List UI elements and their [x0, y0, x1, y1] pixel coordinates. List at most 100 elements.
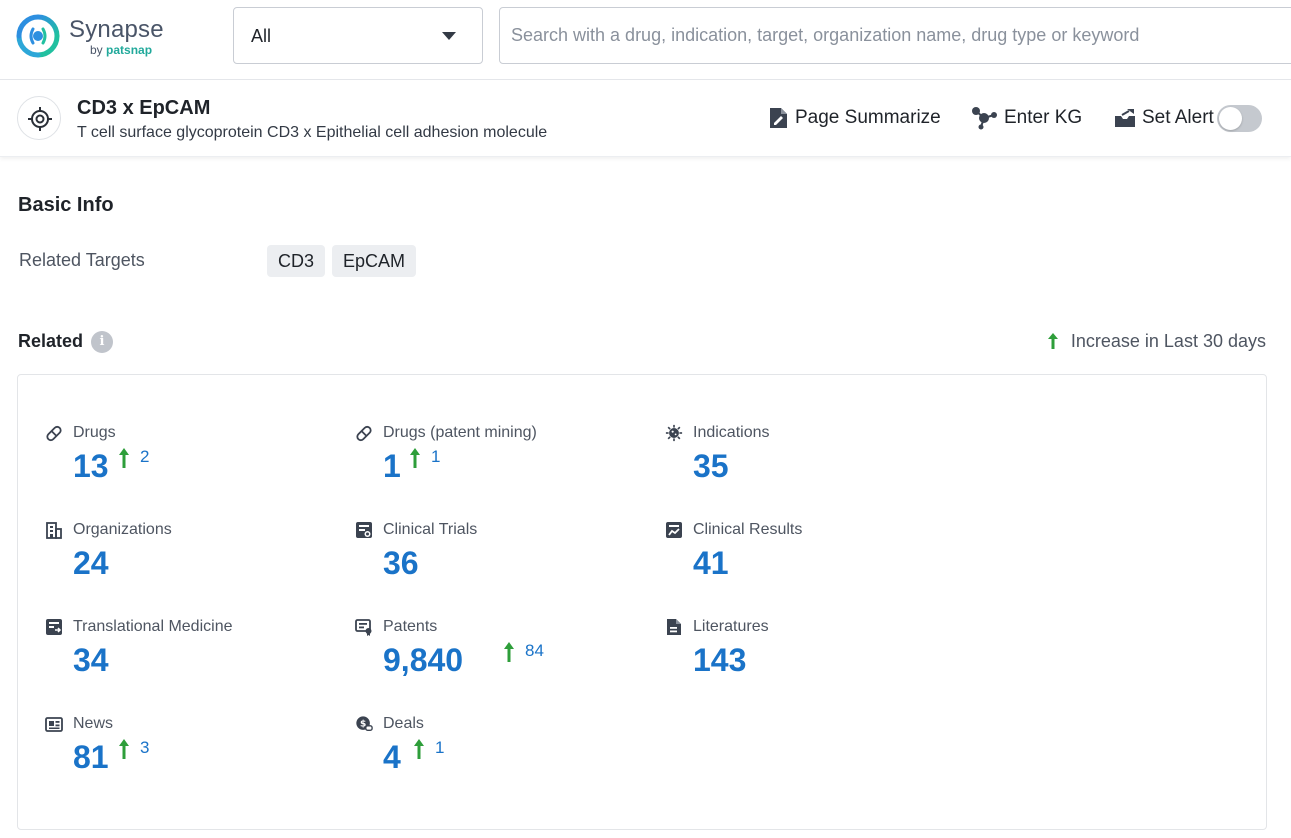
stat-news-increase[interactable]: 3: [118, 738, 149, 762]
brand-byline: by patsnap: [90, 43, 152, 57]
increase-arrow-icon: [118, 738, 130, 760]
alert-inbox-icon: [1114, 108, 1136, 128]
stat-organizations[interactable]: Organizations 24: [45, 520, 345, 590]
search-scope-select[interactable]: All: [233, 7, 483, 64]
stat-deals-increase-value: 1: [435, 738, 444, 758]
stat-patents-increase-value: 84: [525, 641, 544, 661]
stat-drugs-value[interactable]: 13: [73, 448, 109, 485]
virus-icon: [665, 424, 683, 442]
summarize-icon: [768, 107, 789, 129]
stat-translational-medicine-head: Translational Medicine: [45, 617, 232, 637]
enter-kg-button[interactable]: Enter KG: [970, 105, 1082, 131]
stat-translational-medicine-value[interactable]: 34: [73, 642, 109, 679]
stat-clinical-trials[interactable]: Clinical Trials 36: [355, 520, 655, 590]
stat-drugs[interactable]: Drugs 13 2: [45, 423, 345, 493]
set-alert-button[interactable]: Set Alert: [1114, 105, 1214, 131]
stat-clinical-results-head: Clinical Results: [665, 520, 802, 540]
entity-title: CD3 x EpCAM: [77, 97, 210, 120]
stat-patents-value[interactable]: 9,840: [383, 642, 463, 679]
stat-deals-head: $ Deals: [355, 714, 424, 734]
document-icon: [665, 618, 683, 636]
stat-translational-medicine[interactable]: Translational Medicine 34: [45, 617, 345, 687]
stat-deals[interactable]: $ Deals 4 1: [355, 714, 655, 784]
stat-deals-label: Deals: [383, 715, 424, 733]
stat-drugs-patent-mining-increase[interactable]: 1: [409, 447, 440, 471]
increase-legend-label: Increase in Last 30 days: [1071, 331, 1266, 352]
stat-clinical-trials-label: Clinical Trials: [383, 521, 477, 539]
deals-icon: $: [355, 715, 373, 733]
stat-translational-medicine-label: Translational Medicine: [73, 618, 232, 636]
stat-drugs-patent-mining-head: Drugs (patent mining): [355, 423, 537, 443]
stat-deals-value[interactable]: 4: [383, 739, 401, 776]
page-summarize-button[interactable]: Page Summarize: [768, 105, 941, 131]
stat-organizations-label: Organizations: [73, 521, 172, 539]
stat-news-label: News: [73, 715, 113, 733]
stat-patents-head: Patents: [355, 617, 437, 637]
search-box: [499, 7, 1291, 64]
increase-arrow-icon: [409, 447, 421, 469]
page-summarize-label: Page Summarize: [795, 107, 941, 129]
stat-indications-value[interactable]: 35: [693, 448, 729, 485]
basic-info-title: Basic Info: [18, 194, 114, 217]
brand-vendor: patsnap: [106, 43, 152, 57]
stat-news-increase-value: 3: [140, 738, 149, 758]
stat-patents-label: Patents: [383, 618, 437, 636]
stat-indications-head: Indications: [665, 423, 770, 443]
stat-indications-label: Indications: [693, 424, 770, 442]
clipboard-icon: [355, 521, 373, 539]
stat-literatures-value[interactable]: 143: [693, 642, 746, 679]
stat-patents-increase[interactable]: 84: [503, 641, 544, 665]
stat-literatures-label: Literatures: [693, 618, 769, 636]
info-icon[interactable]: i: [91, 331, 113, 353]
stat-drugs-patent-mining[interactable]: Drugs (patent mining) 1 1: [355, 423, 655, 493]
search-input[interactable]: [511, 8, 1271, 63]
translational-icon: [45, 618, 63, 636]
target-tag-cd3[interactable]: CD3: [267, 245, 325, 277]
stat-drugs-increase-value: 2: [140, 447, 149, 467]
entity-subtitle: T cell surface glycoprotein CD3 x Epithe…: [77, 124, 547, 142]
increase-arrow-icon: [413, 738, 425, 760]
stat-clinical-trials-head: Clinical Trials: [355, 520, 477, 540]
stat-drugs-patent-mining-label: Drugs (patent mining): [383, 424, 537, 442]
set-alert-toggle[interactable]: [1217, 105, 1262, 132]
increase-arrow-icon: [1047, 332, 1059, 350]
stat-drugs-patent-mining-increase-value: 1: [431, 447, 440, 467]
stat-drugs-increase[interactable]: 2: [118, 447, 149, 471]
stat-clinical-trials-value[interactable]: 36: [383, 545, 419, 582]
crosshair-icon: [28, 107, 52, 131]
stat-deals-increase[interactable]: 1: [413, 738, 444, 762]
increase-legend: Increase in Last 30 days: [1047, 330, 1266, 352]
search-scope-value: All: [251, 26, 271, 47]
results-icon: [665, 521, 683, 539]
knowledge-graph-icon: [970, 106, 998, 130]
top-header: Synapse by patsnap All: [0, 0, 1291, 80]
building-icon: [45, 521, 63, 539]
stat-news-value[interactable]: 81: [73, 739, 109, 776]
stat-news-head: News: [45, 714, 113, 734]
stat-indications[interactable]: Indications 35: [665, 423, 965, 493]
stat-patents[interactable]: Patents 9,840 84: [355, 617, 655, 687]
caret-down-icon: [442, 32, 456, 40]
stat-clinical-results[interactable]: Clinical Results 41: [665, 520, 965, 590]
stat-drugs-head: Drugs: [45, 423, 116, 443]
stat-news[interactable]: News 81 3: [45, 714, 345, 784]
enter-kg-label: Enter KG: [1004, 107, 1082, 129]
stat-clinical-results-label: Clinical Results: [693, 521, 802, 539]
stat-literatures[interactable]: Literatures 143: [665, 617, 965, 687]
brand-name: Synapse: [69, 16, 164, 44]
pill-icon: [45, 424, 63, 442]
related-targets-label: Related Targets: [19, 250, 145, 271]
synapse-logo-icon: [16, 14, 60, 58]
stat-literatures-head: Literatures: [665, 617, 769, 637]
stat-organizations-value[interactable]: 24: [73, 545, 109, 582]
stat-drugs-label: Drugs: [73, 424, 116, 442]
entity-header: CD3 x EpCAM T cell surface glycoprotein …: [0, 80, 1291, 157]
related-stats-card: Drugs 13 2 Drugs (patent mining) 1 1 Ind…: [17, 374, 1267, 830]
target-tag-epcam[interactable]: EpCAM: [332, 245, 416, 277]
synapse-logo[interactable]: Synapse by patsnap: [16, 14, 206, 62]
stat-clinical-results-value[interactable]: 41: [693, 545, 729, 582]
increase-arrow-icon: [503, 641, 515, 663]
stat-drugs-patent-mining-value[interactable]: 1: [383, 448, 401, 485]
news-icon: [45, 715, 63, 733]
stat-organizations-head: Organizations: [45, 520, 172, 540]
